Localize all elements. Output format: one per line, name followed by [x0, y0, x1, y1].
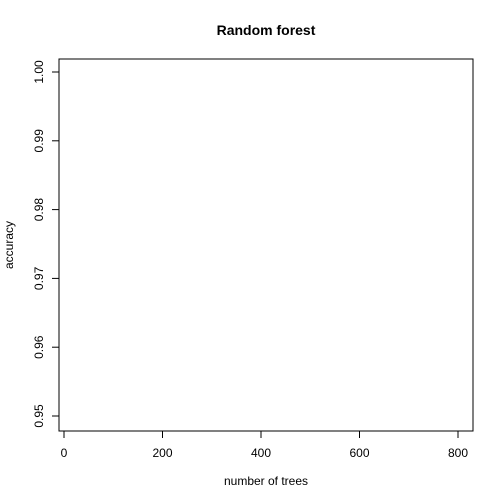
y-tick-label: 0.99	[32, 129, 46, 153]
y-tick-label: 0.97	[32, 266, 46, 290]
chart-title: Random forest	[217, 22, 316, 38]
y-axis: 0.95 0.96 0.97 0.98 0.99 1.00	[32, 60, 60, 428]
y-tick-label: 0.95	[32, 404, 46, 428]
x-axis-label: number of trees	[224, 474, 308, 488]
y-axis-label: accuracy	[2, 221, 16, 269]
y-tick-label: 0.96	[32, 335, 46, 359]
x-tick-label: 600	[349, 446, 369, 460]
y-tick-label: 1.00	[32, 60, 46, 84]
x-tick-label: 400	[251, 446, 271, 460]
x-tick-label: 0	[61, 446, 68, 460]
x-tick-label: 200	[152, 446, 172, 460]
plot-frame	[58, 58, 474, 432]
x-axis: 0 200 400 600 800	[61, 430, 468, 460]
x-tick-label: 800	[448, 446, 468, 460]
y-tick-label: 0.98	[32, 198, 46, 222]
